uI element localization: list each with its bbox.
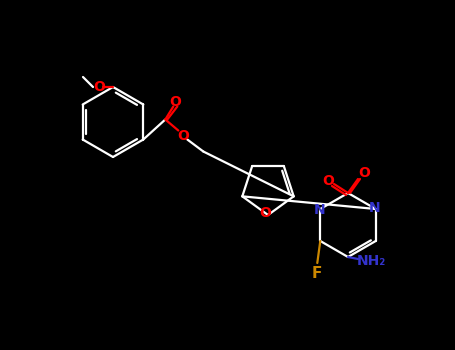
Text: F: F: [312, 266, 323, 280]
Text: N: N: [313, 203, 325, 217]
Text: O: O: [322, 174, 334, 188]
Text: N: N: [369, 201, 380, 215]
Text: O: O: [93, 80, 105, 94]
Text: O: O: [358, 166, 370, 180]
Text: NH₂: NH₂: [356, 254, 386, 268]
Text: O: O: [169, 94, 181, 108]
Text: O: O: [177, 128, 189, 142]
Text: O: O: [259, 206, 271, 220]
